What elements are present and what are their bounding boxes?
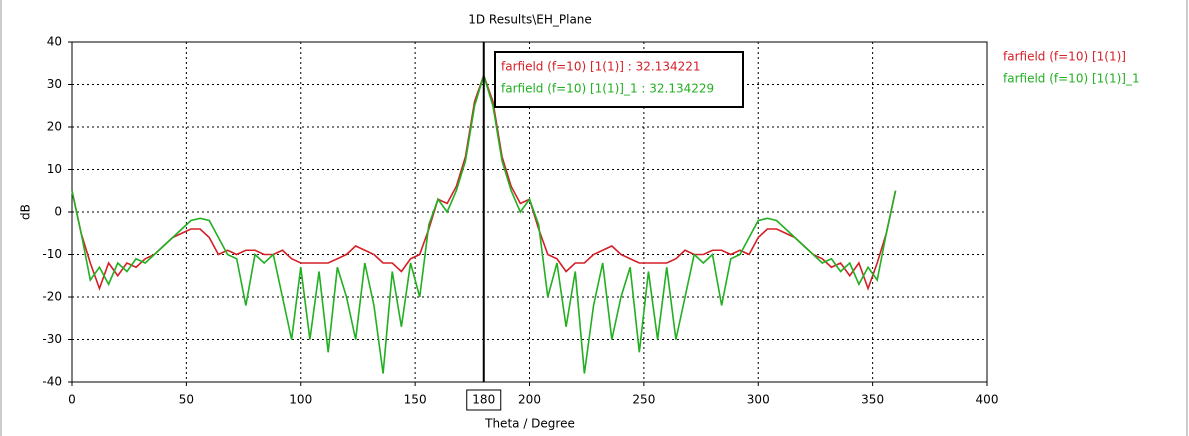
marker-label-box [466,389,502,411]
y-tick-label: 10 [47,162,62,176]
x-tick-label: 350 [861,393,884,407]
plot-frame [71,41,988,383]
annotation-box [494,51,744,108]
y-tick-label: -20 [42,290,62,304]
y-tick-label: 20 [47,120,62,134]
x-tick-label: 250 [632,393,655,407]
y-axis-label: dB [19,204,33,220]
x-tick-label: 300 [747,393,770,407]
x-tick-label: 0 [68,393,76,407]
y-tick-label: 40 [47,35,62,49]
x-tick-label: 100 [289,393,312,407]
x-tick-label: 50 [179,393,194,407]
annotation: farfield (f=10) [1(1)] : 32.134221 [501,60,701,74]
y-tick-label: -30 [42,332,62,346]
chart-title: 1D Results\EH_Plane [468,13,592,27]
annotation: farfield (f=10) [1(1)]_1 : 32.134229 [501,82,714,96]
y-tick-label: 30 [47,77,62,91]
y-tick-label: -10 [42,247,62,261]
x-tick-label: 400 [976,393,999,407]
x-axis-label: Theta / Degree [484,417,575,431]
legend-entry: farfield (f=10) [1(1)]_1 [1003,72,1140,86]
marker-label: 180 [472,393,495,407]
y-tick-label: -40 [42,375,62,389]
y-tick-label: 0 [54,205,62,219]
x-tick-label: 200 [518,393,541,407]
x-tick-label: 150 [404,393,427,407]
legend-entry: farfield (f=10) [1(1)] [1003,50,1126,64]
